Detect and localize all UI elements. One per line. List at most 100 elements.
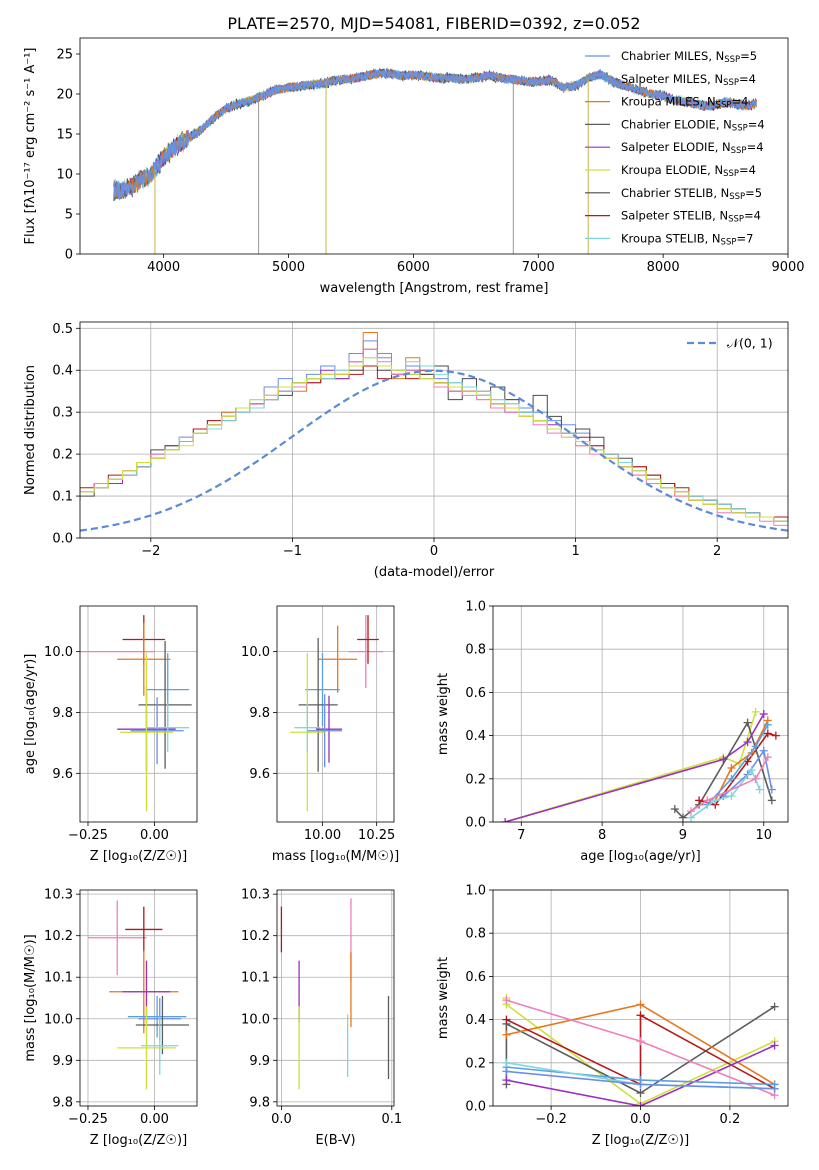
axes-frame	[276, 889, 395, 1107]
legend: Chabrier MILES, NSSP=5 Salpeter MILES, NS…	[585, 49, 765, 247]
plus-marker	[502, 1058, 511, 1067]
plus-marker	[759, 710, 768, 718]
spectrum-line-5	[113, 68, 757, 197]
weight-series-3	[674, 720, 773, 819]
errorbar-point	[117, 1006, 176, 1090]
y-tick-label: 0.3	[52, 406, 73, 421]
errorbar-point	[318, 625, 358, 693]
y-tick-label: 10.3	[44, 888, 73, 903]
y-tick-label: 9.8	[52, 706, 73, 721]
x-tick-label: 0.0	[630, 1112, 651, 1127]
axes-frame	[79, 37, 789, 255]
axes-frame	[276, 605, 395, 823]
plus-marker	[502, 1067, 511, 1076]
plus-marker	[770, 1041, 779, 1050]
errorbar-point	[119, 653, 174, 812]
plot-area	[113, 67, 757, 254]
errorbar-point	[294, 703, 321, 753]
plus-marker	[771, 731, 780, 740]
plot-area	[290, 615, 384, 812]
y-tick-label: 9.8	[249, 1095, 270, 1110]
y-axis-label: Normed distribution	[23, 365, 38, 495]
plus-marker	[727, 764, 736, 772]
weight-series-7	[722, 748, 773, 797]
legend-label: Chabrier STELIB, NSSP=5	[621, 186, 762, 202]
legend: 𝒩(0, 1)	[687, 336, 773, 351]
panel-spectrum: 4000 5000 6000 7000 8000 9000 0 5 10 15 20 25 wavele…	[23, 37, 805, 296]
x-tick-label: 10.00	[304, 828, 341, 843]
x-tick-label: 0.1	[381, 1112, 402, 1127]
plus-marker	[636, 1102, 645, 1106]
plus-marker	[678, 813, 687, 822]
normal-reference-curve	[80, 369, 788, 532]
x-tick-label: 4000	[147, 260, 180, 275]
x-tick-label: 10	[755, 828, 772, 843]
y-tick-label: 0.1	[52, 490, 73, 505]
y-tick-label: 25	[56, 48, 73, 63]
y-tick-label: 9.6	[249, 767, 270, 782]
x-tick-label: −0.25	[68, 828, 108, 843]
histogram-series-7	[80, 357, 788, 526]
spectrum-line-8	[113, 68, 757, 198]
plus-marker	[501, 818, 510, 822]
plus-marker	[502, 1015, 511, 1024]
legend-item: Chabrier STELIB, NSSP=5	[585, 186, 762, 202]
histogram-series-1	[80, 340, 788, 526]
y-tick-label: 10.2	[241, 929, 270, 944]
plus-marker	[636, 1011, 645, 1020]
errorbar-point	[130, 697, 184, 765]
y-tick-label: 9.8	[249, 706, 270, 721]
plus-marker	[636, 1089, 645, 1098]
plus-marker	[751, 707, 760, 716]
plus-marker	[636, 1080, 645, 1089]
y-tick-label: 9.9	[249, 1054, 270, 1069]
x-tick-label: −2	[141, 544, 160, 559]
errorbar-point	[141, 1016, 179, 1075]
legend-label: 𝒩(0, 1)	[727, 336, 773, 351]
legend-label: Salpeter MILES, NSSP=4	[621, 72, 756, 88]
x-tick-label: 6000	[397, 260, 430, 275]
x-tick-label: −1	[283, 544, 302, 559]
panel-weight_vs_z: −0.2 0.0 0.2 0.0 0.2 0.4 0.6 0.8 1.0 Z [log₁₀(Z/Z…	[436, 884, 789, 1148]
spectrum-line-7	[113, 68, 757, 201]
histogram-series-4	[80, 348, 788, 526]
errorbar-point	[125, 906, 163, 953]
weight-series-5	[506, 1044, 775, 1106]
legend-item: Salpeter MILES, NSSP=4	[585, 72, 756, 88]
weight-series-4	[698, 732, 777, 806]
y-tick-label: 10.0	[44, 645, 73, 660]
weight-series-2	[505, 1005, 776, 1094]
x-tick-label: 8000	[647, 260, 680, 275]
y-tick-label: 5	[65, 208, 73, 223]
plus-marker	[767, 785, 776, 794]
errorbar-point	[135, 995, 190, 1055]
figure-title: PLATE=2570, MJD=54081, FIBERID=0392, z=0…	[227, 14, 640, 33]
plus-marker	[695, 796, 704, 805]
y-tick-label: 0.0	[52, 532, 73, 547]
y-tick-label: 0.5	[52, 322, 73, 337]
legend-label: Chabrier MILES, NSSP=5	[621, 49, 757, 65]
y-tick-label: 0.4	[465, 729, 486, 744]
plus-marker	[502, 1076, 511, 1085]
spectrum-line-4	[113, 67, 757, 199]
x-tick-label: 7	[517, 828, 525, 843]
axes-frame	[492, 605, 789, 823]
y-tick-label: 20	[56, 88, 73, 103]
plus-marker	[703, 796, 712, 805]
weight-series-6	[706, 724, 769, 806]
errorbar-point	[316, 695, 342, 763]
x-axis-label: Z [log₁₀(Z/Z☉)]	[90, 849, 187, 864]
weight-series-5	[714, 720, 769, 801]
y-tick-label: 10.1	[44, 971, 73, 986]
x-axis-label: Z [log₁₀(Z/Z☉)]	[592, 1133, 689, 1148]
errorbar-point	[298, 637, 338, 772]
plot-area	[280, 898, 390, 1090]
plus-marker	[727, 774, 736, 783]
y-tick-label: 9.8	[52, 1095, 73, 1110]
plot-area	[80, 615, 192, 812]
y-tick-label: 0.4	[465, 1013, 486, 1028]
axes-frame	[79, 889, 198, 1107]
x-axis-label: age [log₁₀(age/yr)]	[580, 849, 701, 864]
y-tick-label: 10.0	[241, 645, 270, 660]
